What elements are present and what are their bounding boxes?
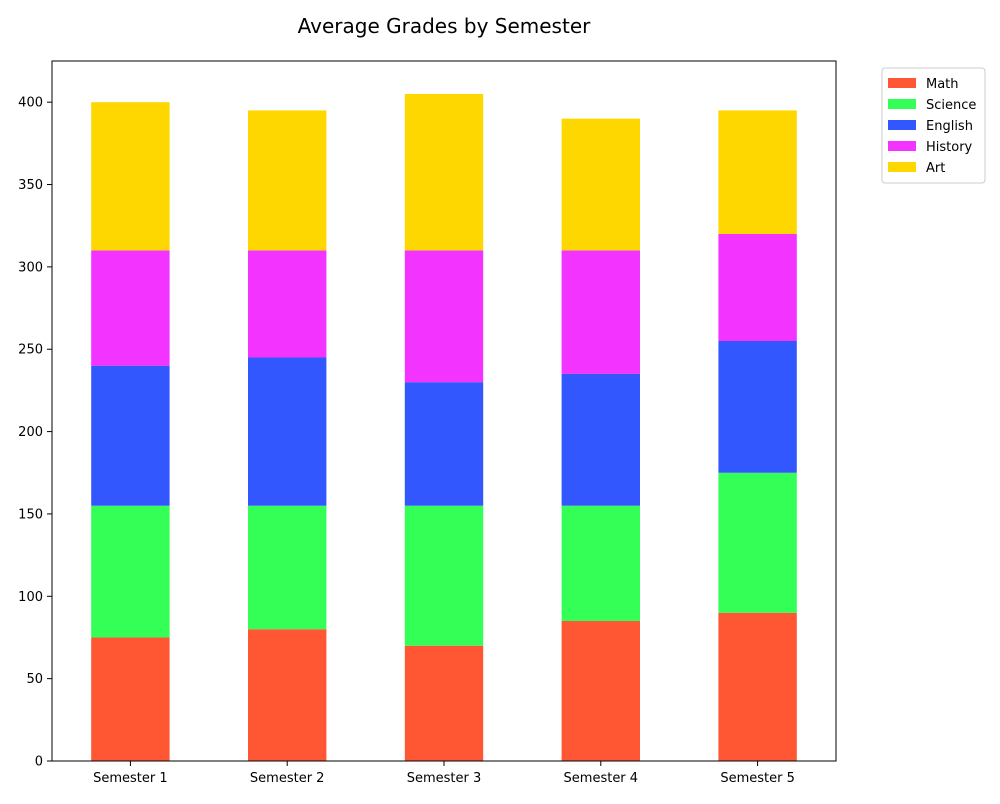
y-tick-label: 300 <box>18 260 43 275</box>
x-tick-label: Semester 1 <box>93 771 168 786</box>
bar-science-semester-4 <box>561 505 640 621</box>
legend-swatch-english <box>888 120 916 130</box>
bars-layer <box>91 93 797 761</box>
legend-box <box>881 67 986 184</box>
bar-art-semester-3 <box>404 93 484 251</box>
bar-science-semester-3 <box>404 505 484 646</box>
bar-science-semester-1 <box>91 505 170 638</box>
bar-history-semester-3 <box>404 250 484 383</box>
bar-art-semester-1 <box>91 102 170 251</box>
legend-swatch-science <box>888 99 916 109</box>
legend-swatch-history <box>888 141 916 151</box>
bar-english-semester-3 <box>404 382 484 506</box>
bar-math-semester-1 <box>91 637 170 761</box>
legend-label-english: English <box>926 119 973 134</box>
bar-art-semester-5 <box>718 110 797 234</box>
y-tick-label: 0 <box>35 755 43 770</box>
legend-label-art: Art <box>926 161 945 176</box>
bar-english-semester-4 <box>561 373 640 506</box>
chart-title: Average Grades by Semester <box>298 14 591 38</box>
bar-math-semester-3 <box>404 645 484 761</box>
x-tick-label: Semester 3 <box>407 771 482 786</box>
bar-history-semester-1 <box>91 250 170 366</box>
x-tick-label: Semester 5 <box>720 771 795 786</box>
bar-math-semester-5 <box>718 612 797 761</box>
x-axis: Semester 1 Semester 2 Semester 3 Semester 4… <box>93 761 795 786</box>
legend-swatch-math <box>888 78 916 88</box>
y-tick-label: 150 <box>18 507 43 522</box>
legend-label-math: Math <box>926 77 959 92</box>
bar-history-semester-5 <box>718 233 797 341</box>
y-tick-label: 100 <box>18 590 43 605</box>
y-tick-label: 200 <box>18 425 43 440</box>
x-tick-label: Semester 4 <box>564 771 639 786</box>
legend-label-history: History <box>926 140 973 155</box>
y-tick-label: 400 <box>18 96 43 111</box>
bar-english-semester-2 <box>248 357 327 506</box>
y-tick-label: 250 <box>18 343 43 358</box>
legend-swatch-art <box>888 162 916 172</box>
bar-history-semester-2 <box>248 250 327 358</box>
bar-art-semester-2 <box>248 110 327 251</box>
bar-science-semester-2 <box>248 505 327 630</box>
bar-math-semester-2 <box>248 629 327 761</box>
y-axis: 0 50 100 150 200 250 300 350 400 <box>18 96 52 770</box>
bar-art-semester-4 <box>561 118 640 251</box>
y-tick-label: 350 <box>18 178 43 193</box>
legend[interactable]: Math Science English History Art <box>881 67 986 184</box>
bar-science-semester-5 <box>718 472 797 613</box>
y-tick-label: 50 <box>26 672 43 687</box>
legend-label-science: Science <box>926 98 976 113</box>
bar-english-semester-5 <box>718 341 797 473</box>
x-tick-label: Semester 2 <box>250 771 325 786</box>
bar-history-semester-4 <box>561 250 640 374</box>
bar-english-semester-1 <box>91 365 170 506</box>
bar-math-semester-4 <box>561 621 640 761</box>
